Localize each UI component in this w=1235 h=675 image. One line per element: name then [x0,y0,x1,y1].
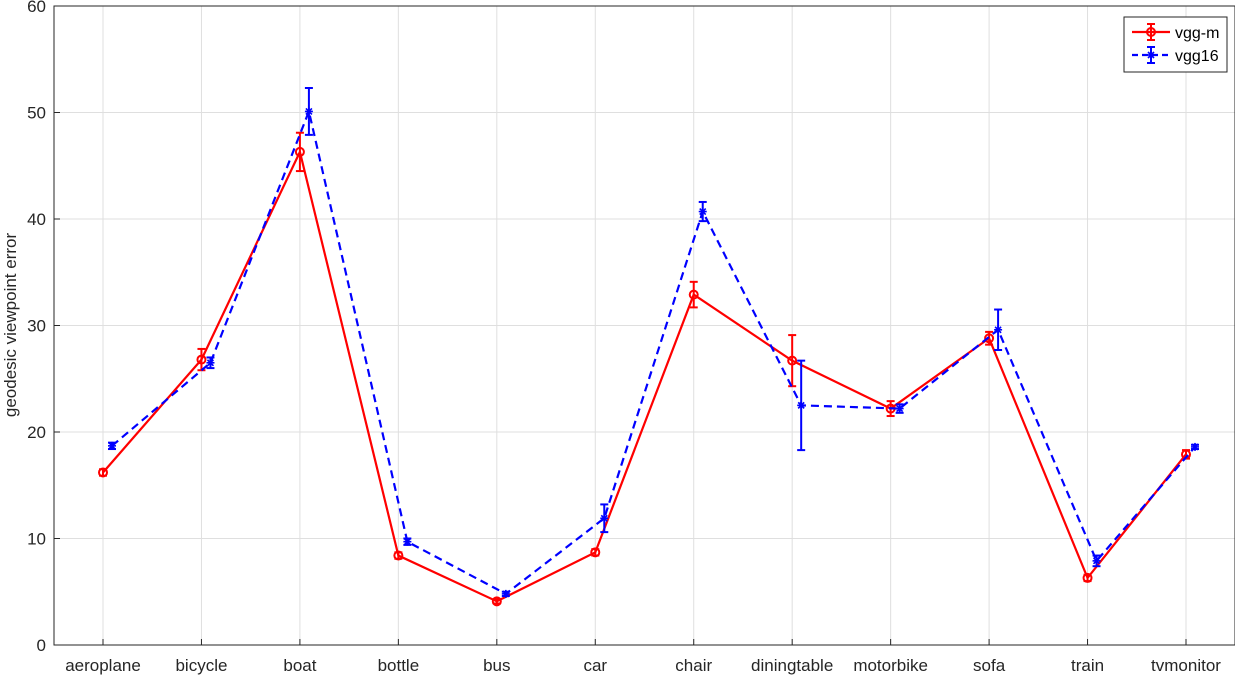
data-point [895,404,904,413]
y-axis-label: geodesic viewpoint error [1,233,20,418]
error-bar [788,334,797,388]
x-axis: aeroplane bicycle boat bottle bus car chair din… [65,639,1221,675]
x-tick-label: tvmonitor [1151,656,1221,675]
series-vgg-m [98,131,1191,607]
x-tick-label: bus [483,656,510,675]
data-point [984,333,995,344]
legend-box [1123,16,1228,73]
x-tick-label: sofa [973,656,1006,675]
data-point [698,207,707,216]
legend-item-vgg-m: vgg-m [1132,23,1219,42]
x-tick-label: bicycle [175,656,227,675]
y-tick-label: 0 [37,636,46,655]
series-layer [98,87,1199,607]
data-point [108,441,116,450]
data-point [196,354,207,365]
data-point [304,107,313,116]
data-point [1191,442,1199,451]
y-axis: 0 10 20 30 40 50 60 [27,0,60,655]
grid [54,5,1235,646]
data-point [393,550,404,561]
data-point [1092,556,1101,565]
data-point [787,355,798,366]
data-point [994,325,1003,334]
x-tick-label: aeroplane [65,656,141,675]
data-point [491,596,502,607]
y-tick-label: 50 [27,104,46,123]
y-tick-label: 30 [27,317,46,336]
y-tick-label: 10 [27,530,46,549]
y-tick-label: 60 [27,0,46,16]
x-tick-label: train [1071,656,1104,675]
x-tick-label: bottle [378,656,420,675]
data-point [206,358,215,367]
data-point [403,537,412,546]
legend-marker [1146,27,1156,37]
legend-item-vgg16: vgg16 [1132,46,1219,65]
data-point [294,146,305,157]
data-point [501,589,510,598]
data-point [688,289,699,300]
error-bar [689,280,698,309]
legend-marker [1147,51,1155,59]
legend-label: vgg16 [1175,48,1219,65]
series-line [102,148,1187,603]
data-point [98,467,108,478]
series-vgg16 [108,87,1199,598]
y-tick-label: 20 [27,423,46,442]
series-line [111,107,1196,596]
x-tick-label: motorbike [853,656,928,675]
x-tick-label: car [583,656,607,675]
x-tick-label: chair [675,656,712,675]
legend-label: vgg-m [1175,25,1219,42]
legend: vgg-m vgg16 [1123,16,1228,73]
x-tick-label: boat [283,656,316,675]
data-point [1082,572,1093,583]
data-point [797,401,806,410]
error-bar [295,131,304,173]
data-point [600,514,609,523]
y-tick-label: 40 [27,210,46,229]
x-tick-label: diningtable [751,656,833,675]
data-point [590,547,601,558]
